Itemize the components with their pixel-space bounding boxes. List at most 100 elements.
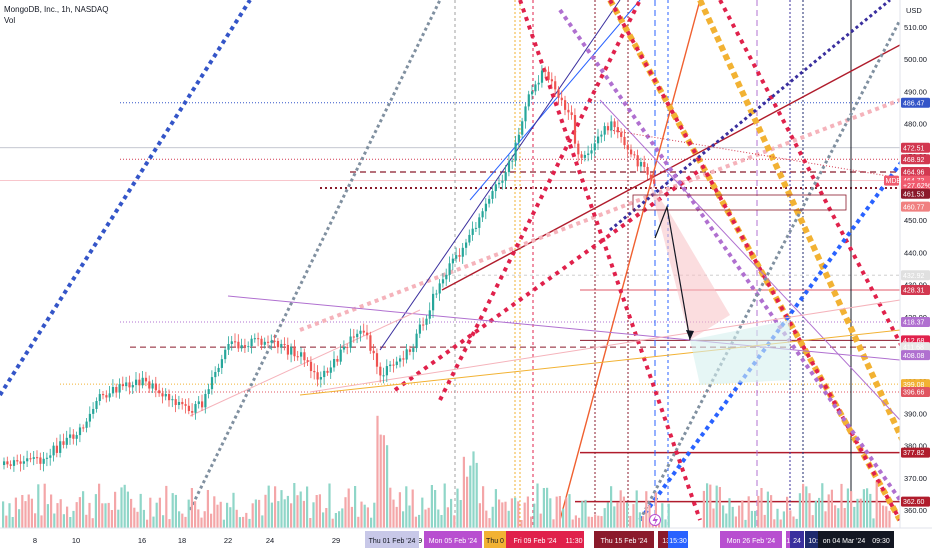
price-tag-label: 362.60 [903, 499, 925, 506]
volume-bar [462, 456, 465, 528]
candle-body [646, 166, 649, 175]
volume-bar [664, 519, 667, 528]
candle-body [451, 258, 454, 264]
volume-bar [8, 503, 11, 528]
candle-body [531, 91, 534, 95]
candle-body [121, 384, 124, 387]
volume-bar [78, 497, 81, 528]
volume-bar [238, 517, 241, 528]
price-tag-label: 486.47 [903, 100, 925, 107]
candle-body [580, 154, 583, 158]
volume-bar [94, 494, 97, 528]
volume-bar [56, 503, 59, 528]
price-tag-label: 377.82 [903, 450, 925, 457]
candle-body [514, 142, 517, 161]
time-axis[interactable]: 8101618222429091415:3013:3010:3009:30Thu… [0, 514, 932, 550]
candle-body [524, 106, 527, 122]
price-axis[interactable]: USD510.00500.00490.00480.00470.00460.004… [899, 0, 932, 547]
volume-bar [488, 518, 491, 528]
volume-bar [165, 485, 168, 528]
volume-bar [565, 497, 568, 528]
candle-body [6, 461, 9, 465]
candle-body [197, 401, 200, 405]
price-tick-label: 370.00 [904, 474, 927, 483]
candle-body [62, 441, 65, 445]
volume-bar [837, 508, 840, 528]
volume-bar [834, 505, 837, 528]
volume-bar [638, 512, 641, 528]
volume-bar [402, 511, 405, 528]
volume-bar [757, 495, 760, 528]
trend-line [299, 329, 901, 396]
candle-body [583, 154, 586, 158]
volume-bar [504, 501, 507, 528]
trend-line [469, 0, 641, 201]
price-tick-label: 490.00 [904, 87, 927, 96]
candle-body [184, 404, 187, 406]
volume-bar [456, 488, 459, 528]
volume-bar [875, 482, 878, 528]
volume-bar [190, 488, 193, 528]
volume-bar [158, 497, 161, 528]
price-axis-bg [900, 0, 932, 528]
candle-body [161, 393, 164, 397]
volume-bar [494, 489, 497, 528]
candle-body [616, 127, 619, 133]
date-highlight [594, 531, 654, 548]
candle-body [610, 121, 613, 131]
price-tag-label: 408.08 [903, 353, 925, 360]
time-tick-label: 24 [266, 536, 274, 545]
price-tick-label: 390.00 [904, 409, 927, 418]
symbol-badge [884, 175, 899, 186]
candle-body [537, 82, 540, 85]
volume-bar [126, 491, 129, 528]
currency-label: USD [906, 6, 922, 15]
candle-body [247, 346, 250, 348]
candle-body [187, 405, 190, 412]
trend-line [189, 309, 421, 417]
candle-body [210, 377, 214, 390]
candle-body [626, 145, 629, 150]
candle-body [45, 457, 49, 459]
candle-body [300, 352, 303, 357]
candle-body [194, 404, 197, 413]
candle-body [273, 340, 276, 342]
price-tick-label: 510.00 [904, 23, 927, 32]
volume-bar [754, 510, 757, 528]
volume-bar [107, 502, 110, 528]
volume-bar [491, 506, 494, 528]
volume-bar [830, 489, 833, 528]
volume-bar [232, 492, 235, 528]
volume-bar [533, 503, 536, 528]
candle-body [141, 377, 144, 386]
candle-body [527, 94, 530, 107]
candle-body [329, 367, 332, 373]
candle-body [29, 458, 32, 460]
volume-bar [443, 483, 446, 528]
volume-bar [200, 517, 203, 528]
volume-bar [530, 516, 533, 528]
volume-bars [2, 415, 891, 528]
volume-bar [770, 495, 773, 528]
candle-body [207, 389, 210, 394]
date-highlight [564, 531, 584, 548]
time-tick-label: 8 [33, 536, 37, 545]
volume-bar [117, 509, 120, 528]
candle-body [461, 247, 464, 257]
volume-bar [168, 519, 171, 528]
candle-body [494, 184, 497, 192]
candle-body [389, 364, 392, 367]
candle-body [42, 458, 45, 464]
volume-bar [197, 509, 200, 528]
date-highlight-label: Mon 26 Feb '24 [727, 538, 776, 545]
volume-bar [133, 507, 136, 528]
volume-bar [645, 491, 648, 528]
volume-bar [594, 514, 597, 528]
price-tick-label: 480.00 [904, 120, 927, 129]
volume-bar [578, 517, 581, 528]
candle-body [484, 203, 487, 212]
candle-body [346, 346, 349, 348]
candle-body [55, 445, 58, 453]
volume-bar [139, 493, 142, 528]
